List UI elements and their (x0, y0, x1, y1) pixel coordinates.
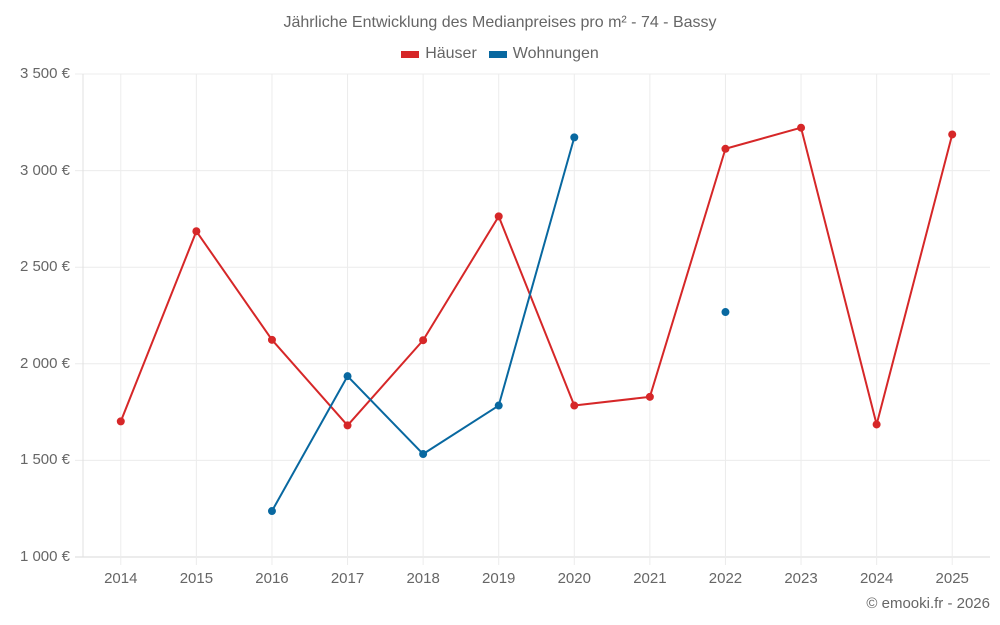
y-tick-label: 2 500 € (19, 258, 70, 276)
data-point[interactable] (494, 212, 503, 221)
legend-item-wohnungen[interactable]: Wohnungen (488, 45, 599, 63)
x-tick-label: 2014 (104, 570, 138, 587)
x-tick-label: 2024 (859, 570, 894, 587)
data-point[interactable] (872, 420, 881, 429)
data-point[interactable] (343, 372, 352, 381)
x-tick-label: 2021 (633, 570, 667, 587)
data-point[interactable] (419, 336, 428, 345)
x-tick-label: 2016 (255, 570, 289, 587)
credit-text: © emooki.fr - 2026 (866, 595, 990, 612)
data-point[interactable] (192, 227, 201, 236)
x-tick-label: 2015 (179, 570, 214, 587)
x-tick-label: 2023 (784, 570, 818, 587)
data-point[interactable] (267, 507, 276, 516)
data-point[interactable] (645, 392, 654, 401)
chart-title: Jährliche Entwicklung des Medianpreises … (283, 14, 717, 31)
data-point[interactable] (570, 133, 579, 142)
legend-item-haeuser[interactable]: Häuser (401, 45, 477, 63)
y-tick-label: 1 000 € (19, 548, 70, 565)
x-tick-label: 2022 (708, 570, 743, 587)
x-tick-label: 2025 (935, 570, 969, 587)
data-point[interactable] (948, 130, 957, 139)
x-tick-label: 2019 (482, 570, 516, 587)
data-point[interactable] (419, 450, 428, 459)
data-point[interactable] (570, 401, 579, 410)
series-line-häuser (119, 126, 954, 427)
y-tick-label: 3 000 € (19, 161, 70, 179)
legend-label-wohnungen: Wohnungen (512, 45, 599, 62)
data-point[interactable] (797, 123, 806, 132)
data-point[interactable] (494, 401, 503, 410)
x-tick-label: 2018 (406, 570, 440, 587)
data-point[interactable] (343, 421, 352, 430)
legend-swatch-wohnungen (488, 50, 507, 58)
legend-label-haeuser: Häuser (425, 45, 477, 62)
legend: Häuser Wohnungen (0, 45, 1000, 63)
legend-swatch-haeuser (401, 50, 420, 58)
data-point[interactable] (116, 417, 125, 426)
data-point[interactable] (721, 144, 730, 153)
x-tick-label: 2017 (330, 570, 365, 587)
y-tick-label: 2 000 € (19, 354, 70, 372)
data-point[interactable] (267, 335, 276, 344)
x-tick-label: 2020 (557, 570, 591, 587)
y-tick-label: 3 500 € (19, 65, 70, 82)
y-tick-label: 1 500 € (19, 451, 70, 469)
data-point[interactable] (721, 308, 730, 317)
